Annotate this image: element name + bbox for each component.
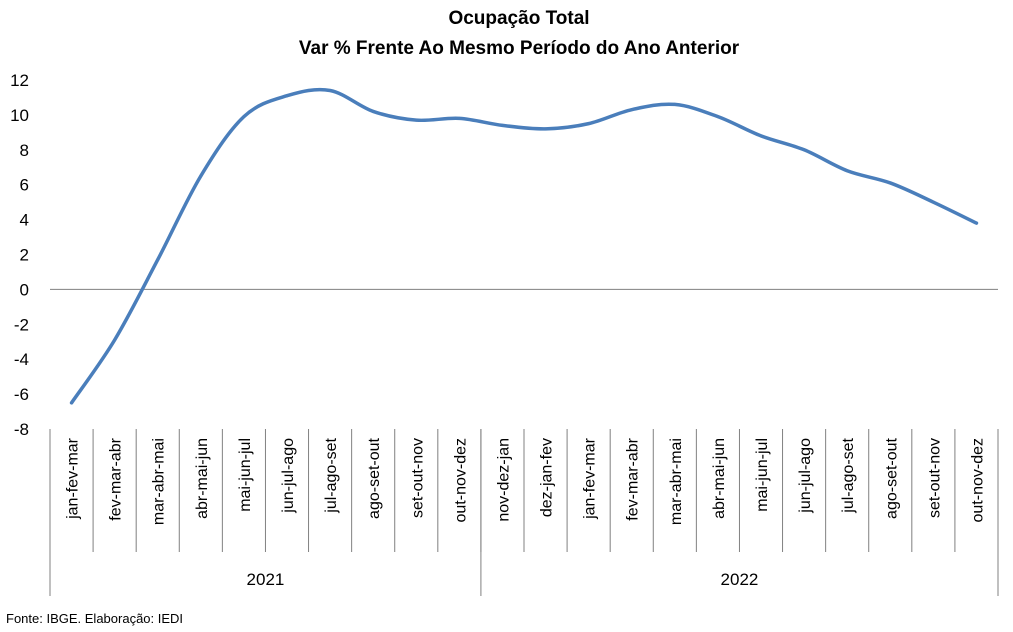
x-tick-label: fev-mar-abr	[108, 437, 125, 520]
x-tick-label: ago-set-out	[366, 437, 383, 518]
data-point	[630, 108, 634, 112]
x-tick-label: abr-mai-jun	[194, 438, 211, 519]
data-point	[156, 258, 160, 262]
year-group-label: 2021	[247, 570, 285, 589]
y-tick-label: 10	[10, 106, 29, 125]
x-tick-label: jun-jul-ago	[280, 438, 297, 514]
chart-subtitle: Var % Frente Ao Mesmo Período do Ano Ant…	[299, 38, 740, 59]
x-tick-label: jul-ago-set	[840, 437, 857, 513]
x-tick-label: jul-ago-set	[323, 437, 340, 513]
y-tick-label: -6	[14, 385, 29, 404]
data-point	[371, 109, 375, 113]
data-point	[544, 127, 548, 131]
x-tick-label: mai-jun-jul	[754, 438, 771, 512]
x-tick-label: ago-set-out	[883, 437, 900, 518]
x-tick-label: out-nov-dez	[452, 438, 469, 523]
y-tick-label: -2	[14, 315, 29, 334]
x-tick-label: mai-jun-jul	[237, 438, 254, 512]
data-point	[242, 115, 246, 119]
data-point	[974, 221, 978, 225]
x-tick-label: set-out-nov	[409, 438, 426, 518]
x-tick-label: jan-fev-mar	[65, 437, 82, 520]
series-line	[69, 87, 979, 405]
y-tick-label: 2	[20, 246, 29, 265]
x-tick-label: out-nov-dez	[969, 438, 986, 523]
data-point	[500, 123, 504, 127]
data-point	[285, 94, 289, 98]
y-axis: 12 10 8 6 4 2 0 -2 -4 -6 -8	[10, 71, 29, 439]
y-tick-label: -4	[14, 350, 29, 369]
x-tick-label: dez-jan-fev	[539, 438, 556, 517]
y-tick-label: 8	[20, 141, 29, 160]
x-tick-label: jun-jul-ago	[797, 438, 814, 514]
source-note: Fonte: IBGE. Elaboração: IEDI	[6, 611, 184, 626]
data-point	[716, 115, 720, 119]
data-point	[199, 174, 203, 178]
chart-title: Ocupação Total	[448, 8, 589, 29]
x-tick-label: fev-mar-abr	[625, 437, 642, 520]
data-point	[802, 148, 806, 152]
y-tick-label: 4	[20, 211, 29, 230]
y-tick-label: -8	[14, 420, 29, 439]
data-point	[587, 122, 591, 126]
x-tick-label: nov-dez-jan	[495, 438, 512, 522]
data-point	[759, 134, 763, 138]
x-axis: jan-fev-mar fev-mar-abr mar-abr-mai abr-mai…	[49, 288, 999, 596]
data-point	[673, 102, 677, 106]
data-point	[888, 181, 892, 185]
x-tick-label: set-out-nov	[926, 438, 943, 518]
series-layer	[69, 87, 979, 405]
y-tick-label: 6	[20, 176, 29, 195]
year-group-label: 2022	[721, 570, 759, 589]
data-point	[70, 401, 74, 405]
data-point	[845, 169, 849, 173]
data-point	[931, 200, 935, 204]
data-point	[113, 338, 117, 342]
x-tick-label: jan-fev-mar	[582, 437, 599, 520]
y-tick-label: 12	[10, 71, 29, 90]
data-point	[414, 118, 418, 122]
x-tick-label: abr-mai-jun	[711, 438, 728, 519]
data-point	[457, 116, 461, 120]
data-point	[328, 88, 332, 92]
x-tick-label: mar-abr-mai	[668, 438, 685, 525]
x-tick-label: mar-abr-mai	[151, 438, 168, 525]
y-tick-label: 0	[20, 280, 29, 299]
